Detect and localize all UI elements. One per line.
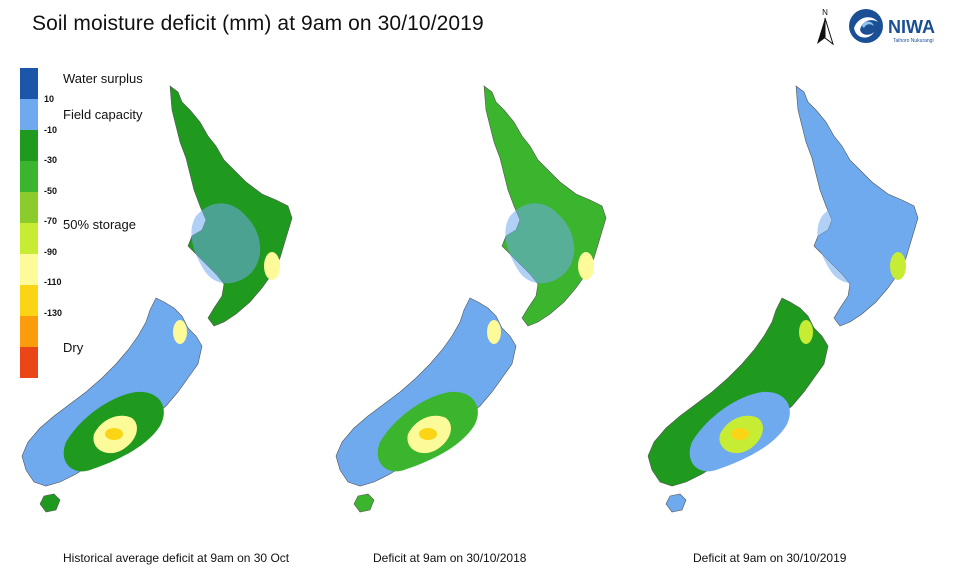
north-label: N bbox=[822, 8, 828, 17]
south-island bbox=[335, 297, 517, 487]
legend-tick: -130 bbox=[44, 307, 63, 318]
legend-color-bar bbox=[20, 68, 38, 378]
legend-label-water-surplus: Water surplus bbox=[63, 71, 143, 86]
legend-label-50-storage: 50% storage bbox=[63, 217, 136, 232]
legend-tick: 10 bbox=[44, 94, 55, 104]
south-island bbox=[647, 297, 829, 487]
north-island-inland bbox=[817, 203, 887, 284]
legend-swatch bbox=[20, 192, 38, 223]
south-island-dry-core bbox=[419, 428, 437, 440]
north-island-inland bbox=[191, 203, 261, 284]
stewart-island bbox=[665, 493, 687, 513]
south-island bbox=[21, 297, 203, 487]
legend-tick: -90 bbox=[44, 246, 58, 257]
legend: 10 -10 -30 -50 -70 -90 -110 -130 Water surplus … bbox=[20, 68, 180, 378]
legend-tick: -30 bbox=[44, 155, 58, 165]
caption-2019: Deficit at 9am on 30/10/2019 bbox=[693, 551, 847, 565]
legend-swatch bbox=[20, 68, 38, 99]
legend-swatch bbox=[20, 285, 38, 316]
soil-moisture-map-2 bbox=[335, 85, 607, 513]
legend-label-field-capacity: Field capacity bbox=[63, 107, 143, 122]
caption-2018: Deficit at 9am on 30/10/2018 bbox=[373, 551, 527, 565]
south-island-dry-core bbox=[105, 428, 123, 440]
east-coast-dry-zone bbox=[890, 252, 906, 280]
logo-tagline: Taihoro Nukurangi bbox=[893, 38, 934, 44]
legend-swatch bbox=[20, 347, 38, 378]
marlborough-dry-zone bbox=[487, 320, 501, 344]
north-arrow-icon: N bbox=[817, 8, 834, 46]
legend-swatch bbox=[20, 223, 38, 254]
south-island-dry-core bbox=[731, 428, 749, 440]
caption-historical: Historical average deficit at 9am on 30 … bbox=[63, 551, 290, 565]
soil-moisture-map-3 bbox=[647, 85, 919, 513]
east-coast-dry-zone bbox=[264, 252, 280, 280]
map-title: Soil moisture deficit (mm) at 9am on 30/… bbox=[32, 12, 484, 35]
legend-tick: -110 bbox=[44, 277, 62, 287]
stewart-island bbox=[39, 493, 61, 513]
marlborough-dry-zone bbox=[799, 320, 813, 344]
niwa-logo: NIWA Taihoro Nukurangi bbox=[849, 9, 935, 44]
marlborough-dry-zone bbox=[173, 320, 187, 344]
soil-moisture-map-1 bbox=[21, 85, 293, 513]
legend-swatch bbox=[20, 130, 38, 161]
legend-swatch bbox=[20, 161, 38, 192]
north-island-inland bbox=[505, 203, 575, 284]
legend-tick: -10 bbox=[44, 124, 58, 135]
legend-label-dry: Dry bbox=[63, 340, 84, 355]
legend-swatch bbox=[20, 99, 38, 130]
legend-tick: -70 bbox=[44, 216, 58, 226]
east-coast-dry-zone bbox=[578, 252, 594, 280]
logo-wordmark: NIWA bbox=[888, 17, 935, 37]
legend-swatch bbox=[20, 316, 38, 347]
legend-swatch bbox=[20, 254, 38, 285]
legend-tick: -50 bbox=[44, 185, 58, 196]
stewart-island bbox=[353, 493, 375, 513]
